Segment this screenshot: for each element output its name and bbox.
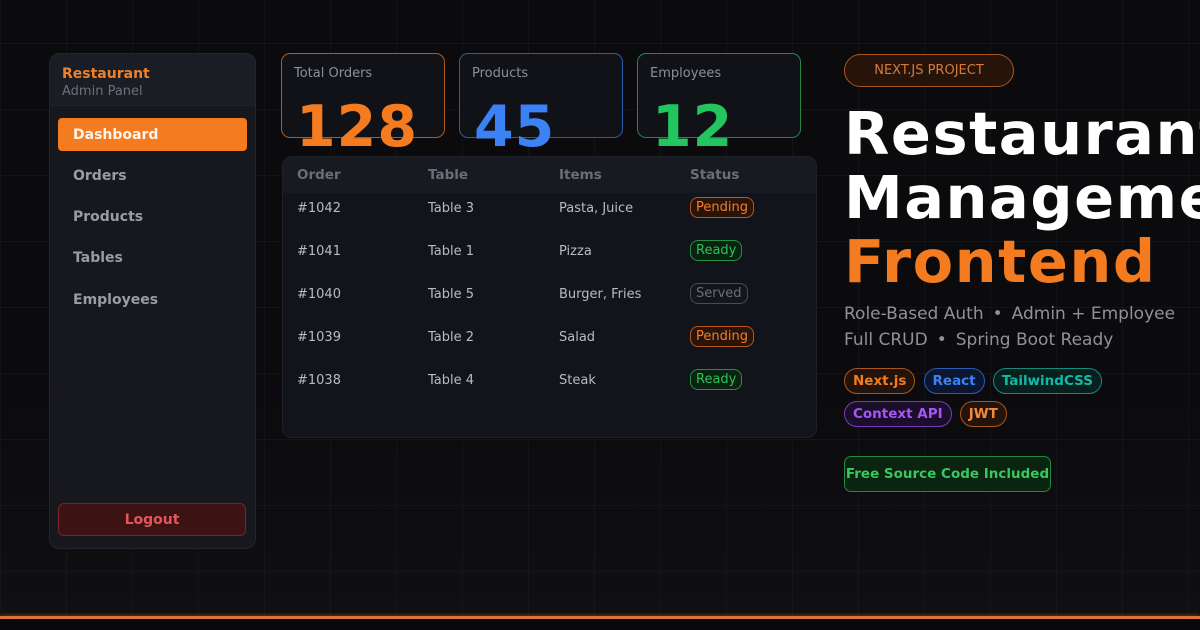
feature-item: Role-Based Auth [844, 304, 984, 324]
order-table: Table 4 [428, 373, 475, 388]
status-badge: Ready [690, 369, 743, 390]
bullet-icon: • [992, 304, 1003, 324]
order-table: Table 5 [428, 287, 475, 302]
column-header-order: Order [297, 167, 341, 183]
table-row[interactable]: #1039 Table 2 Salad Pending [283, 322, 816, 365]
stat-label: Employees [650, 66, 722, 81]
feature-line-2: Full CRUD • Spring Boot Ready [844, 327, 1175, 353]
stat-card-total-orders: Total Orders 128 [281, 53, 445, 160]
stat-label: Total Orders [294, 66, 373, 81]
stat-value: 12 [652, 94, 734, 160]
tag-react: React [923, 368, 985, 394]
sidebar-item-employees[interactable]: Employees [73, 291, 159, 308]
order-id: #1039 [297, 330, 341, 345]
tag-nextjs: Next.js [844, 368, 916, 394]
order-table: Table 2 [428, 330, 475, 345]
order-id: #1040 [297, 287, 341, 302]
stat-value: 45 [474, 94, 556, 160]
status-badge: Pending [690, 326, 754, 347]
column-header-table: Table [428, 167, 469, 183]
stat-card-products: Products 45 [459, 53, 623, 160]
sidebar-item-products[interactable]: Products [73, 209, 144, 226]
order-items: Pizza [559, 244, 592, 259]
feature-item: Admin + Employee [1011, 304, 1176, 324]
tag-tailwindcss: TailwindCSS [992, 368, 1102, 394]
tech-tags: Next.js React TailwindCSS Context API JW… [844, 368, 1144, 434]
feature-item: Full CRUD [844, 330, 928, 350]
order-id: #1042 [297, 201, 341, 216]
logout-button[interactable]: Logout [58, 503, 246, 536]
hero-title-line-2: Management [844, 163, 1200, 232]
sidebar-item-dashboard[interactable]: Dashboard [58, 118, 247, 151]
table-row[interactable]: #1042 Table 3 Pasta, Juice Pending [283, 193, 816, 236]
table-row[interactable]: #1041 Table 1 Pizza Ready [283, 236, 816, 279]
order-id: #1038 [297, 373, 341, 388]
sidebar-item-orders[interactable]: Orders [73, 167, 127, 184]
orders-table: Order Table Items Status #1042 Table 3 P… [282, 156, 817, 438]
status-badge: Served [690, 283, 748, 304]
brand-subtitle: Admin Panel [62, 84, 143, 99]
sidebar-header: Restaurant Admin Panel [50, 54, 255, 106]
tag-jwt: JWT [959, 401, 1007, 427]
order-items: Steak [559, 373, 596, 388]
order-items: Salad [559, 330, 596, 345]
stat-card-employees: Employees 12 [637, 53, 801, 160]
order-id: #1041 [297, 244, 341, 259]
hero-title-line-1: Restaurant [844, 99, 1200, 168]
footer-divider [0, 616, 1200, 619]
table-row[interactable]: #1038 Table 4 Steak Ready [283, 365, 816, 408]
order-items: Pasta, Juice [559, 201, 634, 216]
stat-label: Products [472, 66, 529, 81]
tag-context-api: Context API [844, 401, 952, 427]
sidebar-item-tables[interactable]: Tables [73, 250, 123, 267]
order-table: Table 1 [428, 244, 475, 259]
feature-item: Spring Boot Ready [955, 330, 1114, 350]
table-header: Order Table Items Status [283, 157, 816, 193]
sidebar: Restaurant Admin Panel Dashboard Orders … [49, 53, 256, 549]
feature-line-1: Role-Based Auth • Admin + Employee [844, 301, 1175, 327]
column-header-items: Items [559, 167, 602, 183]
bullet-icon: • [936, 330, 947, 350]
status-badge: Pending [690, 197, 754, 218]
status-badge: Ready [690, 240, 743, 261]
hero-title: Restaurant Management Frontend [844, 102, 1200, 294]
brand-title: Restaurant [62, 66, 150, 82]
stat-value: 128 [296, 94, 418, 160]
order-items: Burger, Fries [559, 287, 642, 302]
sidebar-nav: Dashboard Orders Products Tables Employe… [50, 106, 255, 316]
feature-list: Role-Based Auth • Admin + Employee Full CR… [844, 301, 1175, 353]
column-header-status: Status [690, 167, 740, 183]
hero-title-line-3: Frontend [844, 227, 1157, 296]
free-source-code-button[interactable]: Free Source Code Included [844, 456, 1051, 492]
table-row[interactable]: #1040 Table 5 Burger, Fries Served [283, 279, 816, 322]
footer [0, 619, 1200, 630]
project-type-pill: NEXT.JS PROJECT [844, 54, 1014, 87]
order-table: Table 3 [428, 201, 475, 216]
